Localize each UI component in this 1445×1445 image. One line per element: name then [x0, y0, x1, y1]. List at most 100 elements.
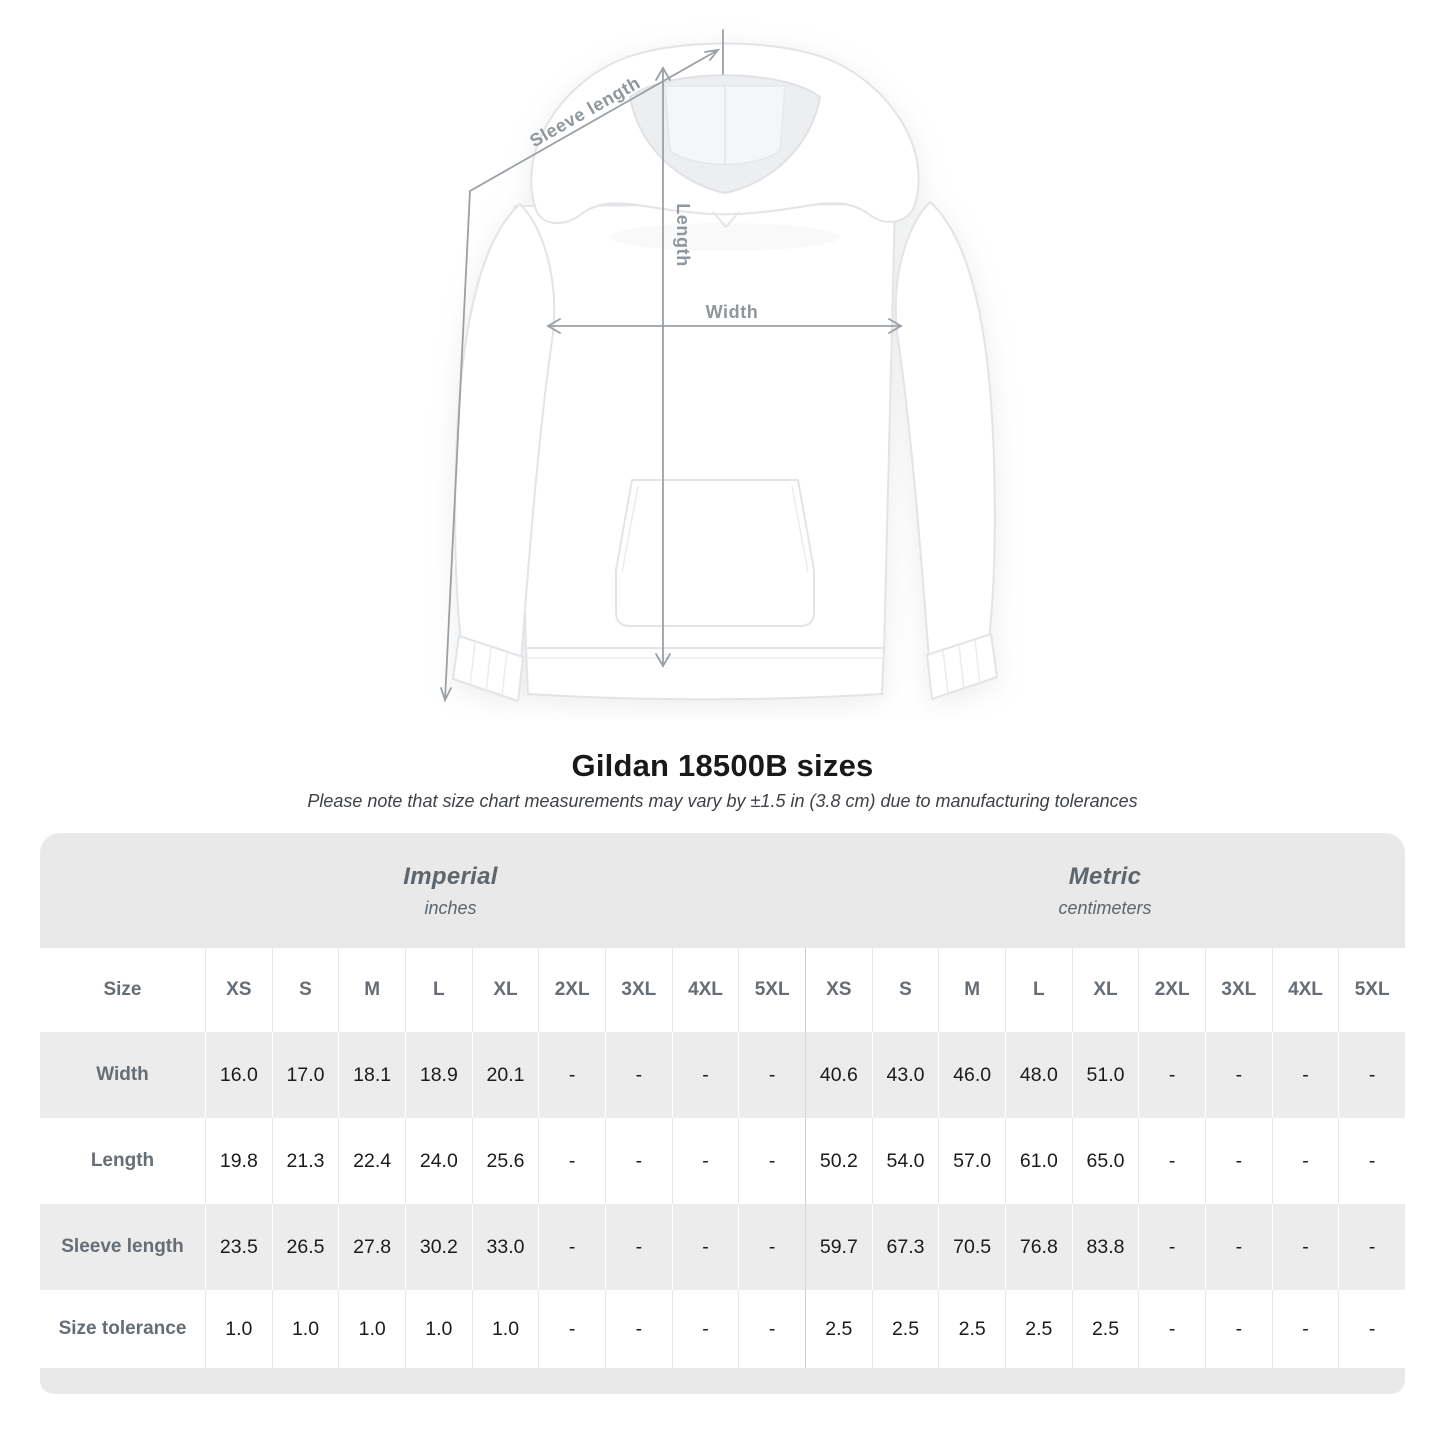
- value-cell: -: [604, 1032, 672, 1118]
- value-cell: 2.5: [871, 1290, 939, 1368]
- table-row-size-tolerance: Size tolerance 1.0 1.0 1.0 1.0 1.0 - - -…: [40, 1290, 1405, 1368]
- size-header-imperial-s: S: [271, 948, 339, 1032]
- value-cell: 22.4: [338, 1118, 405, 1204]
- size-header-metric-xs: XS: [804, 948, 872, 1032]
- value-cell: -: [1138, 1118, 1205, 1204]
- value-cell: 2.5: [1071, 1290, 1139, 1368]
- value-cell: -: [1204, 1032, 1272, 1118]
- value-cell: 1.0: [404, 1290, 472, 1368]
- size-header-imperial-3xl: 3XL: [604, 948, 672, 1032]
- value-cell: -: [671, 1290, 739, 1368]
- size-header-metric-s: S: [871, 948, 939, 1032]
- imperial-unit: inches: [424, 897, 477, 918]
- value-cell: -: [671, 1118, 739, 1204]
- value-cell: -: [1271, 1118, 1339, 1204]
- value-cell: -: [538, 1032, 605, 1118]
- value-cell: -: [738, 1032, 805, 1118]
- value-cell: 51.0: [1071, 1032, 1139, 1118]
- size-header-imperial-4xl: 4XL: [671, 948, 739, 1032]
- value-cell: 17.0: [271, 1032, 339, 1118]
- sleeve-length-arrow: [440, 29, 724, 703]
- value-cell: 50.2: [804, 1118, 872, 1204]
- value-cell: 1.0: [271, 1290, 339, 1368]
- row-label: Length: [90, 1150, 155, 1171]
- value-cell: -: [1271, 1204, 1339, 1290]
- value-cell: -: [604, 1118, 672, 1204]
- value-cell: -: [671, 1032, 739, 1118]
- value-cell: 46.0: [938, 1032, 1005, 1118]
- row-label: Size tolerance: [58, 1318, 187, 1339]
- value-cell: 21.3: [271, 1118, 339, 1204]
- value-cell: 57.0: [938, 1118, 1005, 1204]
- value-cell: 20.1: [471, 1032, 539, 1118]
- value-cell: 33.0: [471, 1204, 539, 1290]
- value-cell: -: [1271, 1290, 1339, 1368]
- size-header-metric-l: L: [1004, 948, 1072, 1032]
- hoodie-garment: [452, 42, 998, 702]
- value-cell: -: [738, 1204, 805, 1290]
- value-cell: 2.5: [804, 1290, 872, 1368]
- value-cell: 2.5: [938, 1290, 1005, 1368]
- value-cell: 40.6: [804, 1032, 872, 1118]
- width-label: Width: [706, 302, 759, 322]
- page-title: Gildan 18500B sizes: [571, 748, 874, 783]
- hoodie-pocket: [615, 479, 815, 627]
- value-cell: 18.9: [404, 1032, 472, 1118]
- length-arrow: [655, 66, 671, 668]
- size-header-imperial-xl: XL: [471, 948, 539, 1032]
- value-cell: 25.6: [471, 1118, 539, 1204]
- size-header-imperial-xs: XS: [205, 948, 272, 1032]
- measurement-overlay: [440, 29, 903, 703]
- value-cell: 83.8: [1071, 1204, 1139, 1290]
- size-header-imperial-m: M: [338, 948, 405, 1032]
- hoodie-illustration: Sleeve length Length Width: [440, 29, 998, 703]
- value-cell: 54.0: [871, 1118, 939, 1204]
- value-cell: -: [738, 1118, 805, 1204]
- metric-unit: centimeters: [1058, 897, 1152, 918]
- value-cell: 61.0: [1004, 1118, 1072, 1204]
- value-cell: -: [1338, 1032, 1405, 1118]
- value-cell: -: [1204, 1118, 1272, 1204]
- size-header-metric-5xl: 5XL: [1338, 948, 1405, 1032]
- size-header-imperial-5xl: 5XL: [738, 948, 805, 1032]
- value-cell: 43.0: [871, 1032, 939, 1118]
- length-label: Length: [673, 203, 693, 267]
- value-cell: -: [1138, 1204, 1205, 1290]
- row-label: Sleeve length: [61, 1236, 184, 1257]
- row-label: Width: [96, 1064, 149, 1085]
- value-cell: -: [1338, 1118, 1405, 1204]
- value-cell: -: [1271, 1032, 1339, 1118]
- hoodie-hem: [525, 647, 885, 701]
- value-cell: -: [1138, 1290, 1205, 1368]
- value-cell: 1.0: [205, 1290, 272, 1368]
- size-table: Imperial inches Metric centimeters Size …: [40, 833, 1405, 1394]
- imperial-title: Imperial: [403, 862, 498, 890]
- imperial-group-header: Imperial inches: [40, 833, 805, 948]
- value-cell: -: [604, 1204, 672, 1290]
- table-row-width: Width 16.0 17.0 18.1 18.9 20.1 - - - - 4…: [40, 1032, 1405, 1118]
- table-footer-band: [40, 1368, 1405, 1394]
- size-header-metric-2xl: 2XL: [1138, 948, 1205, 1032]
- value-cell: 67.3: [871, 1204, 939, 1290]
- value-cell: 24.0: [404, 1118, 472, 1204]
- value-cell: 1.0: [338, 1290, 405, 1368]
- size-header-imperial-2xl: 2XL: [538, 948, 605, 1032]
- value-cell: -: [1338, 1290, 1405, 1368]
- value-cell: 26.5: [271, 1204, 339, 1290]
- width-arrow: [546, 318, 903, 334]
- value-cell: 30.2: [404, 1204, 472, 1290]
- value-cell: -: [738, 1290, 805, 1368]
- table-row-length: Length 19.8 21.3 22.4 24.0 25.6 - - - - …: [40, 1118, 1405, 1204]
- value-cell: 23.5: [205, 1204, 272, 1290]
- value-cell: -: [1204, 1204, 1272, 1290]
- size-header-metric-xl: XL: [1071, 948, 1139, 1032]
- value-cell: 59.7: [804, 1204, 872, 1290]
- value-cell: -: [1204, 1290, 1272, 1368]
- value-cell: -: [538, 1204, 605, 1290]
- size-header-metric-m: M: [938, 948, 1005, 1032]
- value-cell: 1.0: [471, 1290, 539, 1368]
- value-cell: 2.5: [1004, 1290, 1072, 1368]
- table-row-sleeve-length: Sleeve length 23.5 26.5 27.8 30.2 33.0 -…: [40, 1204, 1405, 1290]
- value-cell: 19.8: [205, 1118, 272, 1204]
